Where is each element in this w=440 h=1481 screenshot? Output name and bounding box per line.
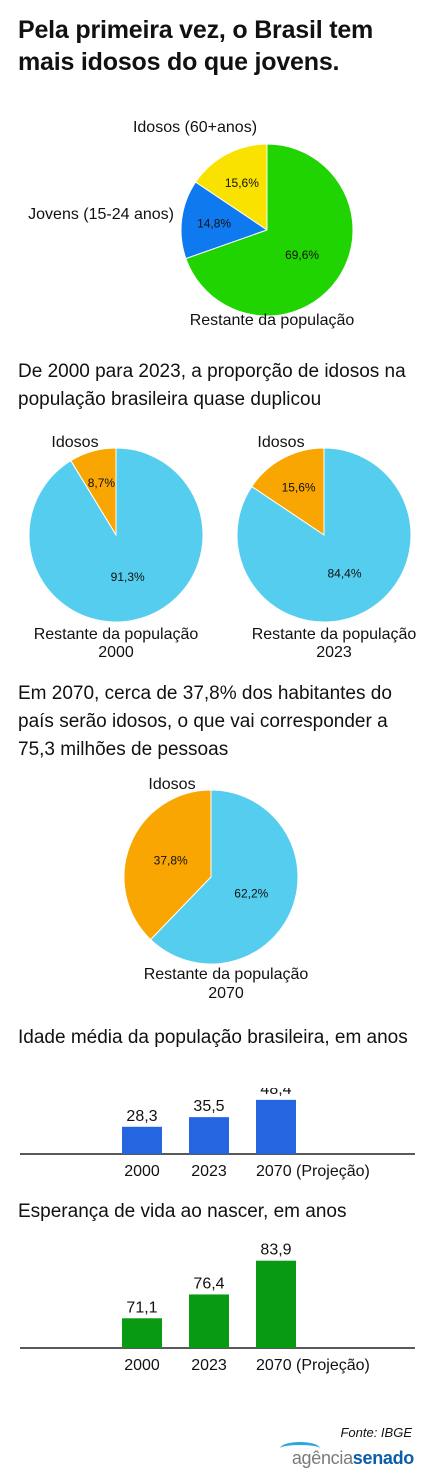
bar	[256, 1260, 296, 1348]
agencia-senado-logo: agênciasenado	[292, 1448, 414, 1469]
x-tick-label: 2000	[124, 1357, 160, 1374]
heading-median-age: Idade média da população brasileira, em …	[18, 1027, 408, 1048]
slice-value-label: 8,7%	[88, 476, 116, 490]
pie-slice	[123, 789, 212, 941]
slice-value-label: 91,3%	[111, 570, 145, 584]
pie-chart-2070: 37,8% 62,2% Idosos Restante da população 207…	[123, 776, 309, 1002]
slice-value-label: 37,8%	[154, 854, 188, 868]
slice-category-label: 2070	[208, 985, 244, 1002]
slice-value-label: 15,6%	[225, 176, 259, 190]
bar-value-label: 71,1	[126, 1299, 157, 1316]
slice-category-label: 2023	[316, 644, 352, 661]
pie-slice	[28, 447, 204, 623]
x-tick-label: 2000	[124, 1163, 160, 1180]
slice-category-label: Jovens (15-24 anos)	[28, 206, 174, 223]
heading-2000-2023: De 2000 para 2023, a proporção de idosos…	[18, 361, 406, 410]
pie-chart-population-groups: 15,6% 14,8% 69,6% Idosos (60+anos) Jovens (1…	[28, 119, 355, 329]
bar-value-label: 35,5	[193, 1098, 224, 1115]
bar	[189, 1117, 229, 1154]
pie-slice	[149, 789, 299, 965]
slice-category-label: Idosos (60+anos)	[133, 119, 257, 136]
slice-category-label: Restante da população	[34, 626, 199, 643]
slice-value-label: 84,4%	[327, 566, 361, 580]
pie-slice	[194, 143, 268, 231]
bar	[122, 1126, 162, 1154]
logo-swoosh-icon	[280, 1442, 320, 1455]
slice-value-label: 14,8%	[197, 216, 231, 230]
slice-category-label: Restante da população	[190, 312, 355, 329]
heading-2070: Em 2070, cerca de 37,8% dos habitantes d…	[18, 683, 392, 760]
bar	[122, 1318, 162, 1348]
slice-category-label: Restante da população	[144, 966, 309, 983]
pie-slice	[185, 143, 354, 317]
slice-value-label: 15,6%	[282, 480, 316, 494]
logo-part2: senado	[352, 1448, 415, 1468]
slice-category-label: Restante da população	[252, 626, 417, 643]
pie-chart-2023: 15,6% 84,4% Idosos Restante da população202…	[236, 434, 417, 661]
x-tick-label: 2023	[191, 1357, 227, 1374]
page-title: Pela primeira vez, o Brasil tem mais ido…	[18, 16, 374, 76]
heading-life-expectancy: Esperança de vida ao nascer, em anos	[18, 1201, 347, 1222]
x-tick-label: 2070 (Projeção)	[256, 1163, 370, 1180]
slice-category-label: 2000	[98, 644, 134, 661]
slice-category-label: Idosos	[51, 434, 98, 451]
pie-slice	[236, 447, 412, 623]
bar-chart-median-age: 28,3 2000 35,5 2023 48,4 2070 (Projeção)	[20, 1088, 415, 1180]
bar-value-label: 83,9	[260, 1242, 291, 1259]
bar-value-label: 76,4	[193, 1275, 224, 1292]
slice-category-label: Idosos	[257, 434, 304, 451]
logo-part1: agência	[291, 1448, 353, 1468]
slice-value-label: 62,2%	[234, 886, 268, 900]
bar-chart-life-expectancy: 71,1 2000 76,4 2023 83,9 2070 (Projeção)	[20, 1242, 415, 1374]
bar-value-label: 48,4	[260, 1088, 291, 1098]
x-tick-label: 2070 (Projeção)	[256, 1357, 370, 1374]
slice-value-label: 69,6%	[285, 248, 319, 262]
bar	[189, 1294, 229, 1348]
source-note: Fonte: IBGE	[340, 1425, 412, 1440]
pie-slice	[180, 181, 269, 260]
pie-slice	[251, 447, 325, 536]
x-tick-label: 2023	[191, 1163, 227, 1180]
bar-value-label: 28,3	[126, 1108, 157, 1125]
slice-category-label: Idosos	[148, 776, 195, 793]
bar	[256, 1099, 296, 1154]
